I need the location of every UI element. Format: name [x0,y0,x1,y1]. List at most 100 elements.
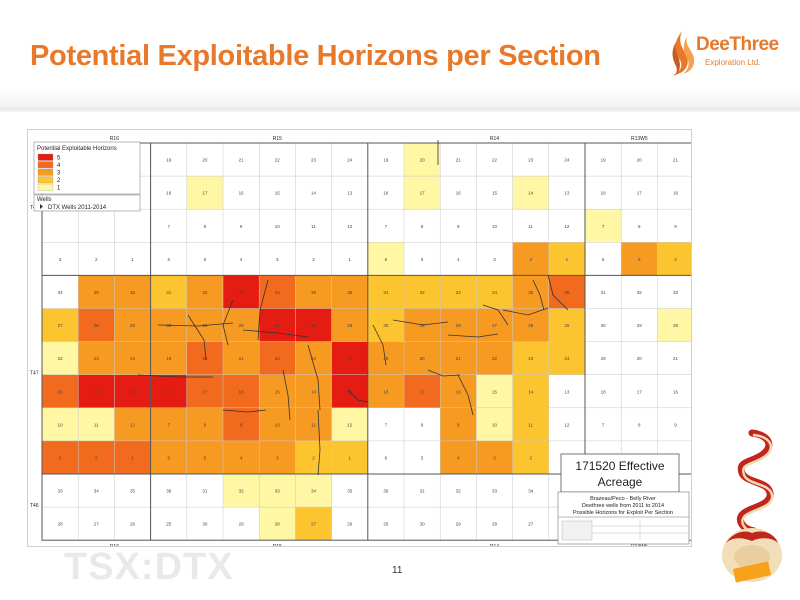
section-number: 29 [637,323,643,328]
section-number: 18 [601,191,607,196]
section-number: 36 [166,489,172,494]
section-number: 2 [312,455,315,460]
section-cell [78,374,115,408]
section-cell [440,341,477,375]
section-number: 12 [564,422,570,427]
section-cell [150,440,187,474]
section-cell [295,374,332,408]
section-number: 12 [130,422,136,427]
section-number: 29 [239,522,245,527]
section-number: 19 [166,356,172,361]
page-number: 11 [392,565,403,576]
section-number: 3 [493,455,496,460]
section-cell [585,209,622,243]
section-number: 32 [637,290,643,295]
section-number: 21 [239,356,245,361]
section-number: 34 [528,489,534,494]
section-number: 33 [456,290,462,295]
section-number: 19 [383,158,389,163]
section-number: 19 [601,356,607,361]
section-cell [404,374,441,408]
section-number: 35 [528,290,534,295]
section-cell [259,374,296,408]
section-number: 8 [638,224,641,229]
section-number: 6 [167,455,170,460]
section-number: 25 [564,323,570,328]
section-cell [512,440,549,474]
section-number: 21 [673,356,679,361]
section-cell [223,407,260,441]
section-number: 17 [420,191,426,196]
section-number: 3 [493,257,496,262]
section-number: 8 [638,422,641,427]
well-trace [532,279,545,311]
section-cell [404,275,441,309]
section-number: 15 [275,191,281,196]
section-number: 18 [601,389,607,394]
section-number: 23 [94,356,100,361]
section-number: 5 [421,257,424,262]
section-number: 2 [95,455,98,460]
section-cell [512,275,549,309]
section-cell [440,275,477,309]
section-number: 28 [58,522,64,527]
section-cell [367,242,404,276]
section-number: 31 [166,290,172,295]
section-number: 5 [204,455,207,460]
section-cell [476,440,513,474]
section-number: 27 [94,522,100,527]
header-divider [0,108,800,112]
section-number: 9 [457,224,460,229]
section-cell [114,440,151,474]
company-logo: DeeThree Exploration Ltd. [668,28,780,78]
section-number: 24 [347,158,353,163]
section-cell [331,440,368,474]
section-number: 10 [492,422,498,427]
section-cell [186,407,223,441]
legend-wells-entry: DTX Wells 2011-2014 [48,205,107,211]
section-number: 8 [421,422,424,427]
section-number: 13 [564,389,570,394]
section-number: 25 [383,522,389,527]
section-cell [476,275,513,309]
section-cell [114,374,151,408]
section-number: 15 [58,389,64,394]
title-block-line: Possible Horizons for Exploit Per Sectio… [573,510,673,516]
section-cell [512,341,549,375]
section-number: 13 [564,191,570,196]
section-number: 25 [347,323,353,328]
legend-label: 4 [57,163,61,169]
section-number: 31 [420,489,426,494]
section-number: 5 [204,257,207,262]
section-number: 19 [601,158,607,163]
section-number: 11 [94,422,99,427]
section-number: 4 [240,455,243,460]
well-trace [157,322,234,327]
section-number: 1 [348,455,351,460]
logo-subtitle: Exploration Ltd. [705,58,761,67]
flame-icon [672,31,695,76]
section-number: 21 [673,158,679,163]
section-number: 8 [204,422,207,427]
section-cell [295,507,332,541]
section-number: 4 [457,455,460,460]
section-cell [295,440,332,474]
section-number: 11 [311,422,316,427]
range-label: R16 [110,544,119,546]
section-number: 11 [528,422,533,427]
legend-swatch [37,183,54,191]
section-number: 25 [166,522,172,527]
section-cell [42,341,79,375]
map-legend: Potential Exploitable Horizons 54 32 1 Wel… [33,141,141,212]
well-trace [222,409,267,413]
township-label: T46 [30,503,39,509]
section-number: 23 [311,158,317,163]
section-number: 3 [276,257,279,262]
well-trace [547,274,569,311]
section-cell [223,275,260,309]
section-number: 22 [275,356,281,361]
section-cell [114,407,151,441]
section-number: 12 [347,224,353,229]
section-number: 33 [58,489,64,494]
